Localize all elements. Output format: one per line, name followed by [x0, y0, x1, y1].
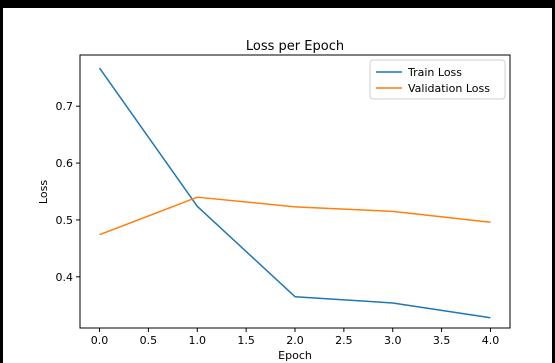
x-axis-ticks: 0.0 0.5 1.0 1.5 2.0 2.5 3.0 3.5 4.0	[91, 328, 499, 347]
chart-title: Loss per Epoch	[246, 39, 344, 54]
legend: Train Loss Validation Loss	[369, 59, 506, 100]
legend-entry: Train Loss	[407, 66, 462, 79]
x-tick-label: 4.0	[482, 334, 500, 347]
legend-entry: Validation Loss	[408, 82, 490, 95]
series-lines	[98, 67, 491, 319]
y-tick-label: 0.6	[56, 157, 74, 170]
y-tick-label: 0.5	[56, 214, 74, 227]
y-axis-ticks: 0.4 0.5 0.6 0.7	[56, 100, 80, 284]
x-tick-label: 3.0	[384, 334, 402, 347]
x-tick-label: 0.5	[140, 334, 158, 347]
plot-area	[79, 54, 511, 329]
y-tick-label: 0.4	[56, 271, 74, 284]
x-tick-label: 3.5	[433, 334, 451, 347]
legend-box	[369, 59, 506, 100]
x-tick-label: 1.0	[189, 334, 207, 347]
x-axis-label: Epoch	[278, 349, 312, 362]
x-tick-label: 2.5	[335, 334, 353, 347]
x-tick-label: 2.0	[286, 334, 304, 347]
y-tick-label: 0.7	[56, 100, 74, 113]
x-tick-label: 1.5	[237, 334, 255, 347]
y-axis-label: Loss	[37, 180, 50, 204]
x-tick-label: 0.0	[91, 334, 109, 347]
